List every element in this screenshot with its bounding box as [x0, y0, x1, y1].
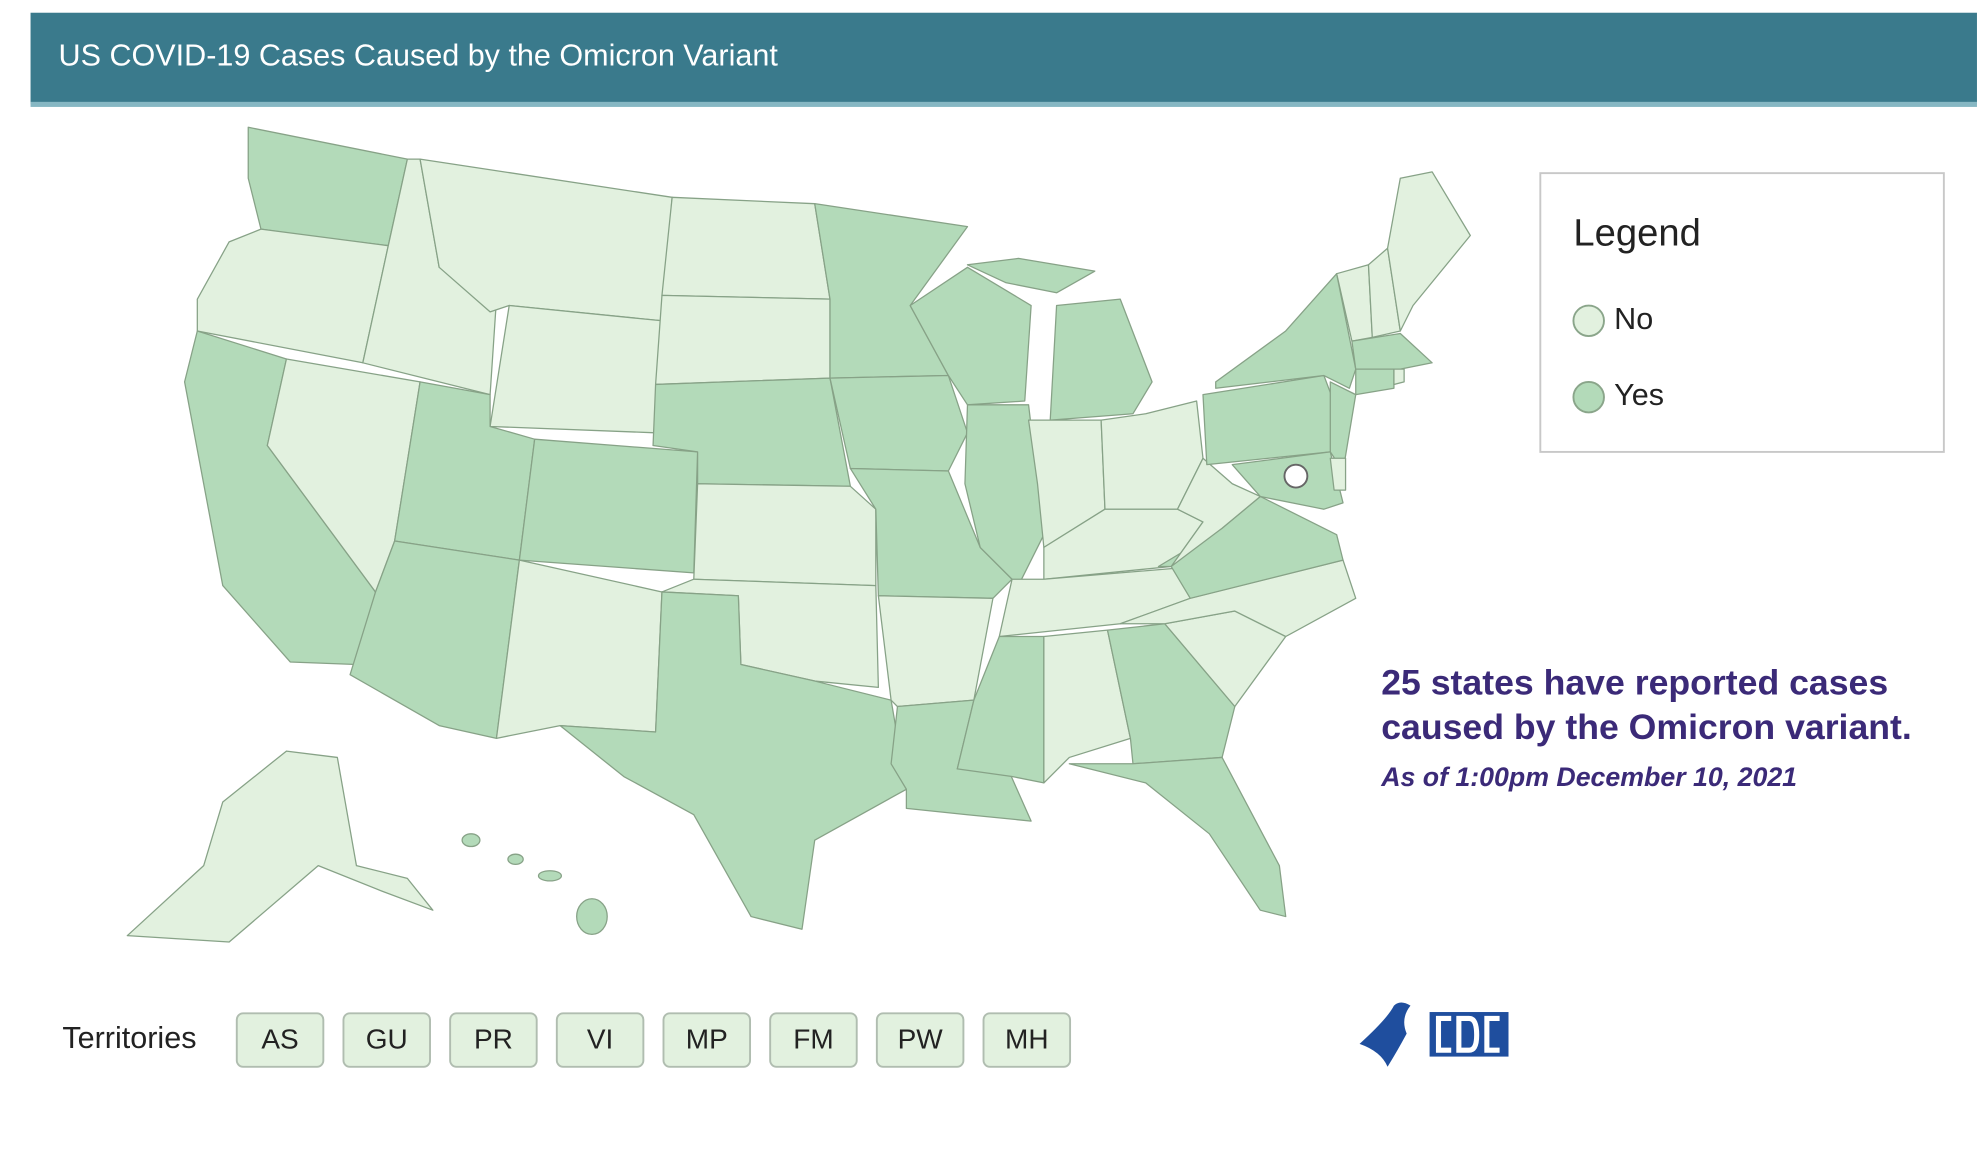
state — [461, 833, 481, 848]
territory-button-label: FM — [793, 1024, 833, 1055]
state — [1068, 756, 1287, 918]
logo-letters — [1435, 1015, 1500, 1053]
territory-button[interactable]: PW — [875, 1012, 965, 1068]
territory-buttons: AS GU PR VI MP FM PW MH — [235, 1012, 1072, 1068]
state — [1386, 171, 1471, 332]
state — [537, 870, 563, 882]
state — [126, 750, 434, 943]
legend-label: Yes — [1614, 378, 1664, 412]
territory-button[interactable]: MH — [982, 1012, 1072, 1068]
state — [1351, 332, 1433, 370]
legend-box — [1539, 172, 1945, 453]
territory-button-bg — [342, 1012, 431, 1068]
territories-label: Territories — [62, 1021, 196, 1055]
legend-items: No Yes — [1572, 302, 1664, 414]
state — [1043, 629, 1132, 784]
territory-button-bg — [769, 1012, 858, 1068]
state — [1215, 273, 1357, 389]
state — [247, 126, 408, 247]
territory-button[interactable]: VI — [555, 1012, 645, 1068]
state — [877, 595, 994, 708]
header-title: US COVID-19 Cases Caused by the Omicron … — [59, 38, 779, 72]
territory-button-bg — [555, 1012, 645, 1068]
territory-button[interactable]: FM — [769, 1012, 858, 1068]
territory-button-label: AS — [261, 1024, 298, 1055]
territory-button-bg — [982, 1012, 1072, 1068]
annotation-line: caused by the Omicron variant. — [1381, 707, 1912, 747]
logo-eagle — [1359, 1002, 1411, 1067]
territory-button-bg — [449, 1012, 538, 1068]
state — [1393, 368, 1405, 386]
dc-marker — [1283, 463, 1309, 489]
territory-button-label: GU — [366, 1024, 408, 1055]
territory-button-label: PR — [474, 1024, 513, 1055]
state — [495, 559, 663, 739]
state — [909, 266, 1032, 406]
us-map — [126, 126, 1471, 943]
state — [1355, 368, 1395, 396]
territory-button-bg — [875, 1012, 965, 1068]
annotation-line: 25 states have reported cases — [1381, 662, 1888, 702]
territory-button-label: MP — [686, 1024, 728, 1055]
territory-button-label: VI — [587, 1024, 613, 1055]
territory-button[interactable]: GU — [342, 1012, 431, 1068]
state — [1329, 457, 1347, 491]
state — [576, 898, 608, 936]
state — [489, 304, 663, 434]
state — [518, 438, 699, 574]
state — [507, 853, 524, 866]
state — [966, 257, 1096, 294]
territory-button-label: PW — [898, 1024, 944, 1055]
territory-button[interactable]: MP — [662, 1012, 752, 1068]
header-rule — [30, 101, 1977, 107]
cdc-logo — [1359, 1002, 1509, 1067]
legend-title: Legend — [1573, 212, 1700, 255]
territory-button-bg — [662, 1012, 752, 1068]
annotation-date: As of 1:00pm December 10, 2021 — [1380, 762, 1797, 792]
state — [559, 591, 908, 930]
legend-swatch — [1572, 304, 1605, 338]
territory-button[interactable]: PR — [449, 1012, 538, 1068]
legend-swatch — [1572, 380, 1605, 414]
territory-button[interactable]: AS — [235, 1012, 325, 1068]
state — [654, 294, 831, 386]
canvas: US COVID-19 Cases Caused by the Omicron … — [30, 12, 1977, 1068]
state — [1202, 374, 1344, 466]
state — [829, 374, 969, 472]
state — [661, 196, 831, 300]
legend-label: No — [1614, 302, 1653, 336]
territory-button-bg — [235, 1012, 325, 1068]
header-bar — [30, 12, 1977, 105]
state — [849, 467, 1013, 599]
state — [693, 483, 877, 587]
territory-button-label: MH — [1005, 1024, 1049, 1055]
state — [1049, 298, 1153, 421]
